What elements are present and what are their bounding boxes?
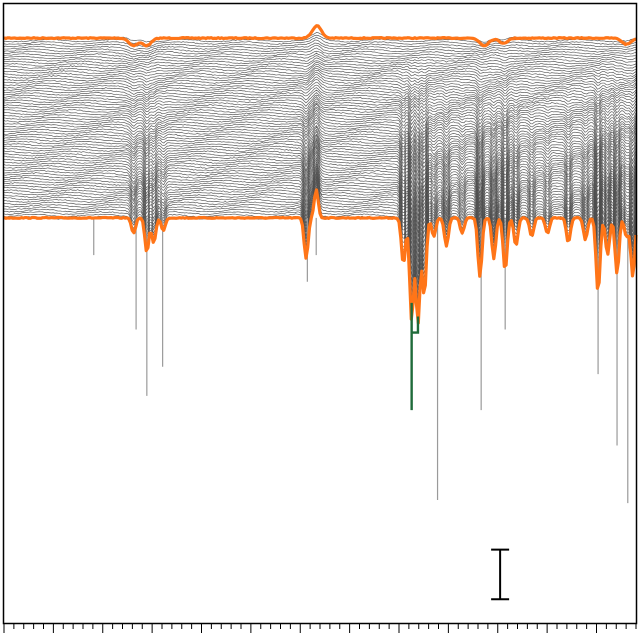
trace-line [3, 162, 637, 242]
trace-line [3, 96, 637, 116]
trace-stack [3, 32, 637, 323]
trace-line [3, 112, 637, 145]
trace-line [3, 171, 637, 269]
trace-line [3, 109, 637, 142]
trace-line [3, 94, 637, 112]
bracket-annotation [410, 302, 420, 411]
stick-markers [93, 217, 629, 504]
trace-line [3, 92, 637, 109]
trace-line [3, 134, 637, 181]
trace-line [3, 168, 637, 258]
trace-line [3, 44, 637, 55]
trace-line [3, 133, 637, 177]
trace-line [3, 108, 637, 139]
trace-line [3, 158, 637, 234]
annotations [410, 302, 510, 601]
trace-line [3, 55, 637, 64]
trace-line [3, 89, 637, 106]
trace-line [3, 39, 637, 50]
trace-line [3, 79, 637, 95]
trace-line [3, 47, 637, 58]
highlight-trace-first [3, 24, 637, 48]
trace-line [3, 175, 637, 285]
trace-line [3, 151, 637, 221]
trace-line [3, 57, 637, 67]
trace-line [3, 122, 637, 159]
trace-line [3, 63, 637, 75]
trace-line [3, 145, 637, 208]
trace-line [3, 81, 637, 98]
trace-line [3, 141, 637, 199]
trace-line [3, 164, 637, 248]
trace-line [3, 74, 637, 90]
trace-line [3, 149, 637, 217]
trace-line [3, 114, 637, 149]
trace-line [3, 144, 637, 204]
trace-line [3, 100, 637, 123]
trace-line [3, 130, 637, 174]
trace-line [3, 117, 637, 152]
trace-line [3, 174, 637, 280]
trace-line [3, 179, 637, 297]
trace-line [3, 61, 637, 73]
trace-line [3, 138, 637, 190]
trace-line [3, 154, 637, 225]
trace-line [3, 137, 637, 185]
trace-line [3, 139, 637, 195]
trace-line [3, 84, 637, 101]
trace-line [3, 42, 637, 52]
trace-line [3, 76, 637, 93]
trace-line [3, 128, 637, 169]
trace-line [3, 124, 637, 163]
trace-line [3, 68, 637, 81]
trace-line [3, 98, 637, 120]
trace-line [3, 60, 637, 70]
trace-line [3, 177, 637, 291]
trace-line [3, 156, 637, 229]
trace-line [3, 147, 637, 212]
trace-line [3, 69, 637, 83]
trace-line [3, 160, 637, 237]
x-axis [3, 624, 637, 633]
highlighted-traces [3, 24, 638, 325]
trace-line [3, 126, 637, 166]
trace-line [3, 87, 637, 103]
plot-frame [2, 2, 638, 625]
trace-line [3, 106, 637, 135]
trace-line [3, 52, 637, 62]
trace-line [3, 119, 637, 156]
highlight-trace-last [3, 188, 638, 325]
trace-line [3, 65, 637, 77]
trace-line [3, 36, 637, 48]
trace-line [3, 102, 637, 127]
trace-line [3, 71, 637, 86]
trace-line [3, 103, 637, 131]
trace-line [3, 50, 637, 60]
